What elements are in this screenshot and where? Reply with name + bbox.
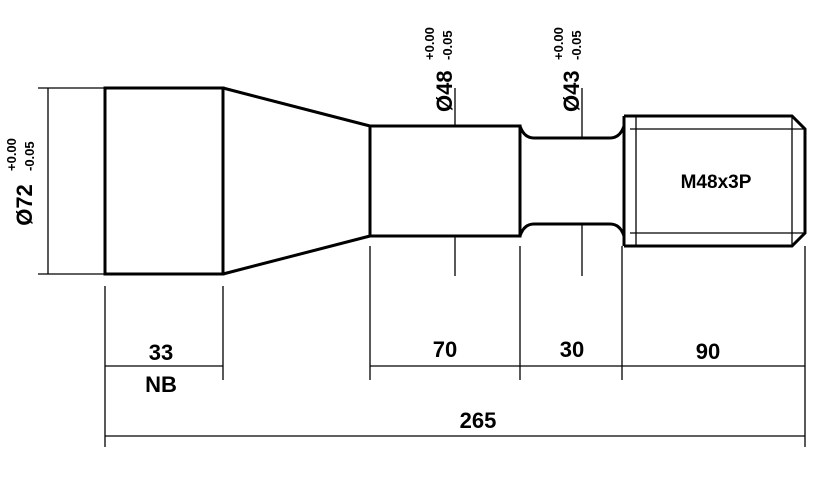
length-dimension-lines [105, 365, 805, 437]
diameter-48-tol-lower: -0.05 [440, 30, 455, 60]
diameter-43-label: Ø43 [559, 70, 584, 112]
diameter-48-label: Ø48 [432, 70, 457, 112]
length-head-label: 33 [149, 340, 173, 365]
length-neck-label: 30 [560, 337, 584, 362]
length-shank-label: 70 [433, 337, 457, 362]
neck-section [518, 125, 626, 237]
diameter-43-tol-upper: +0.00 [551, 27, 566, 60]
diameter-72-tol-upper: +0.00 [4, 138, 19, 171]
taper-section [222, 86, 371, 276]
shank-section [368, 124, 522, 238]
diameter-43-tol-lower: -0.05 [569, 30, 584, 60]
length-overall-label: 265 [460, 408, 497, 433]
diameter-72-tol-lower: -0.05 [22, 141, 37, 171]
shaft-outline [103, 86, 807, 276]
thread-body [622, 114, 807, 248]
thread-minor-line [630, 116, 805, 246]
diameter-48-dimension: Ø48 +0.00 -0.05 [422, 27, 457, 276]
diameter-43-dimension: Ø43 +0.00 -0.05 [551, 27, 584, 276]
diameter-48-tol-upper: +0.00 [422, 27, 437, 60]
diameter-72-label: Ø72 [12, 184, 37, 226]
thread-label: M48x3P [681, 172, 752, 193]
length-thread-label: 90 [696, 339, 720, 364]
length-head-note: NB [145, 372, 177, 397]
head-cylinder [103, 86, 225, 276]
diameter-72-dimension: Ø72 +0.00 -0.05 [4, 87, 105, 275]
